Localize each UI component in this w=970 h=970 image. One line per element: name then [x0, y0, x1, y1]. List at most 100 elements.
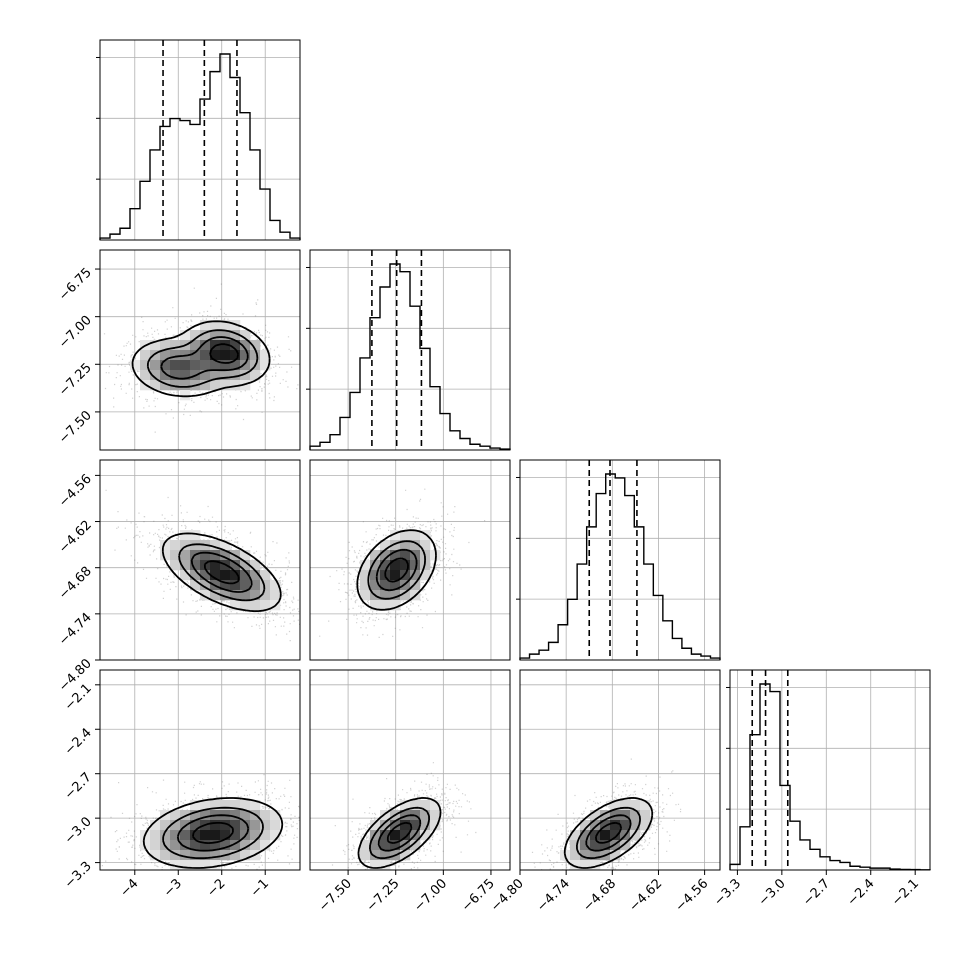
density-cell	[380, 830, 391, 841]
x-tick-label: −3.3	[711, 876, 744, 909]
density-cell	[230, 380, 241, 391]
density-cell	[380, 550, 391, 561]
x-axis-0: −4 −3 −2 −1	[117, 870, 272, 900]
density-cell	[190, 840, 201, 851]
panel-frame	[99, 249, 301, 451]
density-cell	[150, 370, 161, 381]
density-cell	[200, 810, 211, 821]
density-cell	[150, 850, 161, 861]
density-cell	[390, 820, 401, 831]
density-cell	[250, 830, 261, 841]
density-cell	[190, 560, 201, 571]
density-cell	[260, 590, 271, 601]
density-cell	[590, 820, 601, 831]
density-cell	[180, 330, 191, 341]
contour-line	[563, 797, 654, 869]
y-tick-label: −4.74	[56, 610, 95, 649]
density-cell	[230, 600, 241, 611]
density-cell	[590, 850, 601, 861]
y-tick-label: −3.3	[62, 859, 95, 892]
density-cell	[200, 830, 211, 841]
density-cell	[400, 580, 411, 591]
x-tick-label: −1	[248, 876, 272, 900]
density-cell	[400, 810, 411, 821]
contour-line	[377, 814, 422, 852]
density-cell	[570, 850, 581, 861]
x-tick-label: −4.68	[580, 876, 619, 915]
density-cell	[220, 830, 231, 841]
scatter-panel-2-3	[519, 669, 721, 871]
density-cell	[210, 330, 221, 341]
density-cell	[360, 850, 371, 861]
density-cell	[240, 810, 251, 821]
density-cell	[370, 560, 381, 571]
density-cell	[250, 580, 261, 591]
density-cell	[430, 800, 441, 811]
contour-line	[384, 557, 409, 583]
density-cell	[240, 370, 251, 381]
density-cell	[190, 800, 201, 811]
density-cell	[370, 840, 381, 851]
density-cell	[240, 550, 251, 561]
density-cell	[570, 840, 581, 851]
density-cell	[270, 590, 281, 601]
density-cell	[200, 580, 211, 591]
density-cell	[230, 850, 241, 861]
density-cell	[370, 860, 381, 870]
density-cell	[190, 860, 201, 870]
density-cell	[210, 820, 221, 831]
density-cell	[220, 320, 231, 331]
density-cell	[370, 550, 381, 561]
density-cell	[170, 860, 181, 870]
histogram-step	[99, 53, 301, 240]
density-cell	[220, 800, 231, 811]
density-cell	[600, 810, 611, 821]
contour-line	[203, 560, 240, 585]
density-cell	[400, 820, 411, 831]
density-cell	[200, 320, 211, 331]
density-cell	[170, 830, 181, 841]
density-cell	[380, 850, 391, 861]
density-cell	[190, 820, 201, 831]
density-cell	[390, 570, 401, 581]
density-cell	[190, 350, 201, 361]
density-cell	[210, 380, 221, 391]
density-cell	[410, 560, 421, 571]
density-cell	[390, 600, 401, 611]
x-tick-label: −2	[204, 876, 228, 900]
density-cell	[260, 830, 271, 841]
density-cell	[630, 800, 641, 811]
x-tick-label: −4.62	[627, 876, 666, 915]
density-cell	[160, 540, 171, 551]
density-cell	[420, 800, 431, 811]
x-tick-label: −4.80	[488, 876, 527, 915]
density-cell	[210, 570, 221, 581]
density-cell	[250, 570, 261, 581]
density-cell	[380, 600, 391, 611]
density-cell	[200, 380, 211, 391]
density-cell	[400, 830, 411, 841]
contour-line	[131, 320, 271, 398]
y-axis-3: −3.3−3.0−2.7−2.4−2.1	[62, 681, 100, 892]
density-cell	[250, 590, 261, 601]
y-tick-label: −2.4	[62, 725, 95, 758]
density-cell	[410, 530, 421, 541]
density-cell	[430, 820, 441, 831]
density-cell	[380, 820, 391, 831]
x-tick-label: −2.7	[800, 876, 833, 909]
density-cell	[200, 570, 211, 581]
density-cell	[180, 560, 191, 571]
density-cell	[360, 840, 371, 851]
contour-line	[162, 806, 264, 860]
density-cell	[420, 810, 431, 821]
contour-line	[357, 797, 442, 869]
scatter-points	[105, 489, 300, 642]
density-cell	[250, 370, 261, 381]
x-tick-label: −4.56	[673, 876, 712, 915]
density-cell	[400, 560, 411, 571]
density-cell	[390, 580, 401, 591]
density-cell	[190, 830, 201, 841]
density-cell	[260, 570, 271, 581]
density-cell	[200, 330, 211, 341]
density-cell	[370, 570, 381, 581]
